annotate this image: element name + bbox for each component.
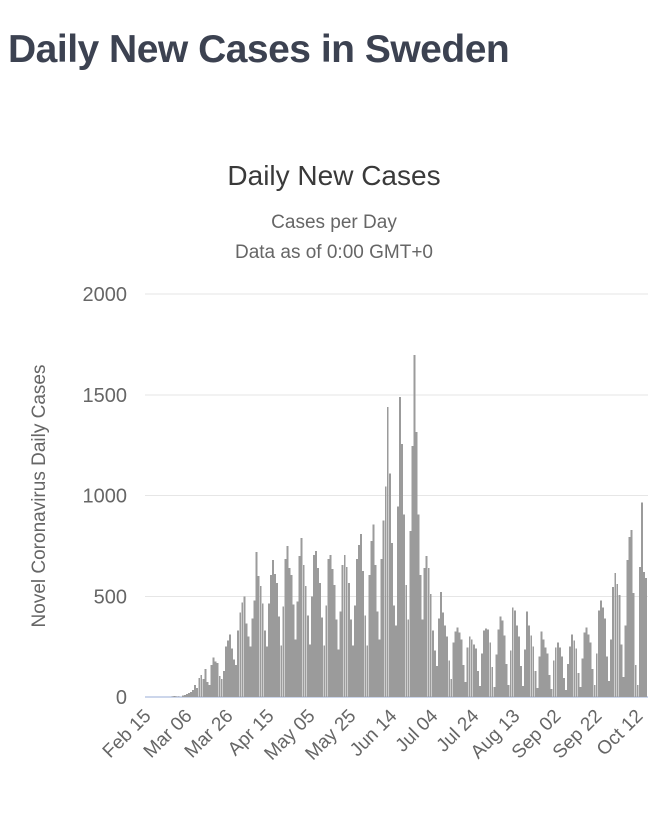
page-title: Daily New Cases in Sweden (8, 28, 510, 71)
svg-text:1000: 1000 (83, 486, 128, 508)
svg-text:Jun 14: Jun 14 (346, 705, 401, 760)
chart-subtitle-data-asof: Data as of 0:00 GMT+0 (234, 242, 433, 263)
bars (169, 354, 647, 698)
svg-text:500: 500 (94, 586, 127, 608)
y-axis-title: Novel Coronavirus Daily Cases (29, 365, 50, 628)
svg-text:Jul 04: Jul 04 (392, 705, 443, 756)
y-tick-labels: 0 500 1000 1500 2000 (83, 284, 128, 709)
daily-cases-bar-chart: Novel Coronavirus Daily Cases 0 500 1000 15… (29, 284, 648, 765)
chart-title: Daily New Cases (227, 160, 441, 191)
svg-text:1500: 1500 (83, 385, 128, 407)
svg-text:Oct 12: Oct 12 (593, 706, 647, 760)
chart-subtitle-cases-per-day: Cases per Day (271, 212, 397, 233)
svg-text:0: 0 (116, 687, 127, 709)
svg-text:2000: 2000 (83, 284, 128, 306)
